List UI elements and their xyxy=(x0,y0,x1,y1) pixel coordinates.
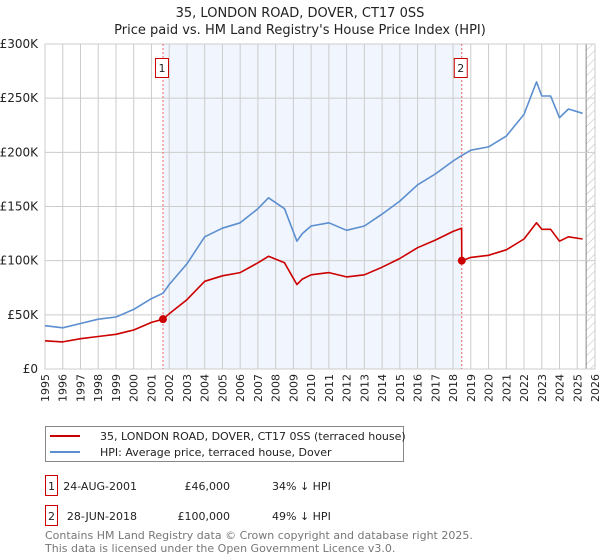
x-tick-label: 2001 xyxy=(146,374,159,402)
x-tick-label: 2014 xyxy=(376,374,389,402)
sale-number: 2 xyxy=(48,510,55,523)
x-tick-label: 1996 xyxy=(57,374,70,402)
x-tick-label: 2025 xyxy=(571,374,584,402)
legend-label-hpi: HPI: Average price, terraced house, Dove… xyxy=(100,446,332,459)
y-tick-label: £50K xyxy=(7,308,39,322)
x-tick-label: 2016 xyxy=(412,374,425,402)
x-tick-label: 2020 xyxy=(483,374,496,402)
x-tick-label: 2010 xyxy=(305,374,318,402)
y-tick-label: £200K xyxy=(0,145,39,159)
sale-row-2: 2 28-JUN-2018 £100,000 49% ↓ HPI xyxy=(45,505,331,526)
x-tick-label: 2026 xyxy=(589,374,600,402)
legend-label-price: 35, LONDON ROAD, DOVER, CT17 0SS (terrac… xyxy=(100,430,406,443)
hpi-line xyxy=(44,81,583,329)
x-tick-label: 2003 xyxy=(181,374,194,402)
chart-title: 35, LONDON ROAD, DOVER, CT17 0SS xyxy=(176,6,425,21)
sale-delta: 34% ↓ HPI xyxy=(272,480,331,493)
sale-2-label: 2 xyxy=(457,62,464,75)
y-tick-label: £150K xyxy=(0,200,39,214)
y-tick-label: £0 xyxy=(23,362,38,376)
sale-2-label-box xyxy=(453,58,468,78)
sale-1-point xyxy=(158,315,167,324)
x-tick-label: 2005 xyxy=(216,374,229,402)
sale-row-1: 1 24-AUG-2001 £46,000 34% ↓ HPI xyxy=(45,475,331,496)
x-tick-label: 2024 xyxy=(554,374,567,402)
x-tick-label: 1997 xyxy=(75,374,88,402)
x-tick-label: 2008 xyxy=(270,374,283,402)
sale-date: 24-AUG-2001 xyxy=(63,480,137,493)
sale-2-point xyxy=(457,256,466,265)
price-paid-line xyxy=(44,222,583,343)
x-tick-label: 2007 xyxy=(252,374,265,402)
x-tick-label: 1998 xyxy=(92,374,105,402)
y-tick-label: £100K xyxy=(0,254,39,268)
sale-price: £46,000 xyxy=(185,480,231,493)
x-tick-label: 1995 xyxy=(39,374,52,402)
x-tick-label: 2021 xyxy=(500,374,513,402)
sale-price: £100,000 xyxy=(178,510,231,523)
x-tick-label: 2023 xyxy=(536,374,549,402)
legend: 35, LONDON ROAD, DOVER, CT17 0SS (terrac… xyxy=(45,426,406,462)
footer-line-2: This data is licensed under the Open Gov… xyxy=(44,542,395,555)
y-tick-label: £300K xyxy=(0,37,39,51)
x-tick-label: 2018 xyxy=(447,374,460,402)
x-tick-label: 2017 xyxy=(429,374,442,402)
sale-1-label: 1 xyxy=(158,62,165,75)
y-tick-label: £250K xyxy=(0,91,39,105)
x-tick-label: 2011 xyxy=(323,374,336,402)
x-tick-label: 2022 xyxy=(518,374,531,402)
sale-1-label-box xyxy=(154,58,169,78)
x-tick-label: 2012 xyxy=(341,374,354,402)
x-tick-label: 1999 xyxy=(110,374,123,402)
sale-number: 1 xyxy=(48,480,55,493)
x-tick-label: 2006 xyxy=(234,374,247,402)
sale-date: 28-JUN-2018 xyxy=(67,510,137,523)
plot-border xyxy=(44,43,596,370)
sale-delta: 49% ↓ HPI xyxy=(272,510,331,523)
chart-subtitle: Price paid vs. HM Land Registry's House … xyxy=(114,23,486,38)
x-tick-label: 2019 xyxy=(465,374,478,402)
x-tick-label: 2002 xyxy=(163,374,176,402)
footer-line-1: Contains HM Land Registry data © Crown c… xyxy=(45,529,473,542)
x-tick-label: 2009 xyxy=(287,374,300,402)
x-tick-label: 2004 xyxy=(199,374,212,402)
x-tick-label: 2015 xyxy=(394,374,407,402)
x-tick-label: 2013 xyxy=(358,374,371,402)
sales-table: 1 24-AUG-2001 £46,000 34% ↓ HPI 2 28-JUN… xyxy=(45,475,331,526)
x-tick-label: 2000 xyxy=(128,374,141,402)
